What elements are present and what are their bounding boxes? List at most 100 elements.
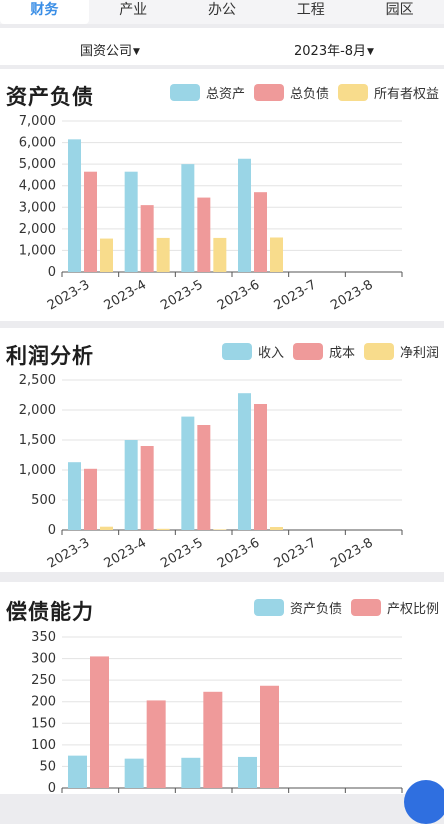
legend-label: 成本 xyxy=(328,346,355,361)
bar-1 xyxy=(124,440,138,530)
y-tick-label: 50 xyxy=(39,759,56,774)
bar-3 xyxy=(270,527,283,530)
x-tick-label: 2023-8 xyxy=(328,277,375,313)
y-tick-label: 250 xyxy=(31,673,56,688)
bar-1 xyxy=(68,755,87,788)
y-tick-label: 200 xyxy=(31,695,56,710)
y-tick-label: 100 xyxy=(31,738,56,753)
bar-3 xyxy=(156,237,170,272)
tab-engineering[interactable]: 工程 xyxy=(296,2,325,18)
solvency-card: 偿债能力 资产负债 产权比例 0501001502002503003502023… xyxy=(0,582,444,794)
bar-2 xyxy=(146,700,166,788)
legend-label: 总资产 xyxy=(205,87,245,102)
bar-1 xyxy=(238,756,257,788)
y-tick-label: 3,000 xyxy=(19,200,56,215)
legend-item-owner-equity[interactable]: 所有者权益 xyxy=(337,83,439,102)
bar-2 xyxy=(197,197,211,272)
tab-park[interactable]: 园区 xyxy=(385,2,414,18)
bar-1 xyxy=(181,757,201,788)
x-tick-label: 2023-3 xyxy=(45,277,92,313)
section-title: 偿债能力 xyxy=(6,600,94,624)
company-value: 国资公司 xyxy=(80,44,133,59)
legend-item-total-assets[interactable]: 总资产 xyxy=(169,83,245,102)
x-tick-label: 2023-5 xyxy=(158,535,205,571)
x-tick-label: 2023-3 xyxy=(45,535,92,571)
bar-3 xyxy=(213,237,227,272)
legend-label: 所有者权益 xyxy=(373,87,439,102)
legend-item-revenue[interactable]: 收入 xyxy=(221,342,284,361)
bar-1 xyxy=(238,158,251,272)
x-tick-label: 2023-5 xyxy=(158,277,205,313)
bar-2 xyxy=(254,192,267,272)
y-tick-label: 300 xyxy=(31,652,56,667)
bar-3 xyxy=(100,238,113,272)
bar-3 xyxy=(156,528,170,530)
legend-item-total-liabilities[interactable]: 总负债 xyxy=(253,83,329,102)
bar-2 xyxy=(84,171,97,272)
tab-office[interactable]: 办公 xyxy=(207,2,236,18)
balance-sheet-card: 资产负债 总资产 总负债 所有者权益 0 1,000 2,000 3,000 4,000… xyxy=(0,69,444,321)
bar-2 xyxy=(260,685,279,788)
floating-action-button[interactable] xyxy=(404,780,444,824)
y-tick-label: 1,000 xyxy=(19,463,56,478)
bar-2 xyxy=(84,468,97,530)
top-tab-bar: 财务 产业 办公 工程 园区 xyxy=(0,0,444,24)
bar-3 xyxy=(100,526,113,530)
y-tick-label: 0 xyxy=(48,265,56,280)
y-tick-label: 1,500 xyxy=(19,433,56,448)
legend-item-equity-ratio[interactable]: 产权比例 xyxy=(350,598,439,617)
bar-1 xyxy=(181,416,195,530)
bar-2 xyxy=(197,425,211,530)
bar-2 xyxy=(254,404,267,530)
legend-item-debt-ratio[interactable]: 资产负债 xyxy=(253,598,342,617)
legend-item-cost[interactable]: 成本 xyxy=(292,342,355,361)
y-tick-label: 1,000 xyxy=(19,243,56,258)
bar-1 xyxy=(124,758,144,788)
chart-legend: 收入 成本 净利润 xyxy=(213,342,439,361)
y-tick-label: 4,000 xyxy=(19,179,56,194)
filter-bar: 国资公司▼ 2023年-8月▼ xyxy=(0,28,444,65)
month-value: 2023年-8月 xyxy=(294,44,367,59)
bar-2 xyxy=(140,205,154,272)
legend-swatch xyxy=(253,599,284,616)
caret-down-icon: ▼ xyxy=(367,47,374,57)
bar-2 xyxy=(90,656,109,788)
bar-3 xyxy=(213,529,227,530)
caret-down-icon: ▼ xyxy=(133,47,140,57)
bar-1 xyxy=(68,462,81,530)
x-tick-label: 2023-7 xyxy=(272,535,319,571)
x-tick-label: 2023-4 xyxy=(102,277,149,313)
company-dropdown[interactable]: 国资公司▼ xyxy=(80,40,140,59)
legend-item-net-profit[interactable]: 净利润 xyxy=(363,342,439,361)
chart-legend: 总资产 总负债 所有者权益 xyxy=(161,83,439,102)
y-tick-label: 2,000 xyxy=(19,222,56,237)
bar-1 xyxy=(181,164,195,272)
bar-1 xyxy=(124,171,138,272)
legend-label: 产权比例 xyxy=(386,602,439,617)
tab-finance[interactable]: 财务 xyxy=(0,0,89,24)
solvency-chart: 0501001502002503003502023-32023-42023-52… xyxy=(31,630,403,794)
bar-1 xyxy=(68,139,81,272)
legend-swatch xyxy=(253,84,284,101)
x-tick-label: 2023-6 xyxy=(215,277,262,313)
y-tick-label: 150 xyxy=(31,716,56,731)
section-title: 利润分析 xyxy=(6,344,94,368)
tab-industry[interactable]: 产业 xyxy=(119,2,148,18)
legend-swatch xyxy=(221,343,252,360)
y-tick-label: 2,500 xyxy=(19,373,56,388)
bar-3 xyxy=(270,237,283,272)
legend-label: 总负债 xyxy=(289,87,329,102)
y-tick-label: 2,000 xyxy=(19,403,56,418)
legend-swatch xyxy=(363,343,394,360)
bar-2 xyxy=(203,691,223,788)
legend-label: 资产负债 xyxy=(289,602,342,617)
legend-swatch xyxy=(292,343,323,360)
legend-swatch xyxy=(350,599,381,616)
y-tick-label: 5,000 xyxy=(19,157,56,172)
x-tick-label: 2023-7 xyxy=(272,277,319,313)
legend-label: 收入 xyxy=(257,346,284,361)
bar-2 xyxy=(140,446,154,530)
y-tick-label: 6,000 xyxy=(19,136,56,151)
month-dropdown[interactable]: 2023年-8月▼ xyxy=(294,40,374,59)
